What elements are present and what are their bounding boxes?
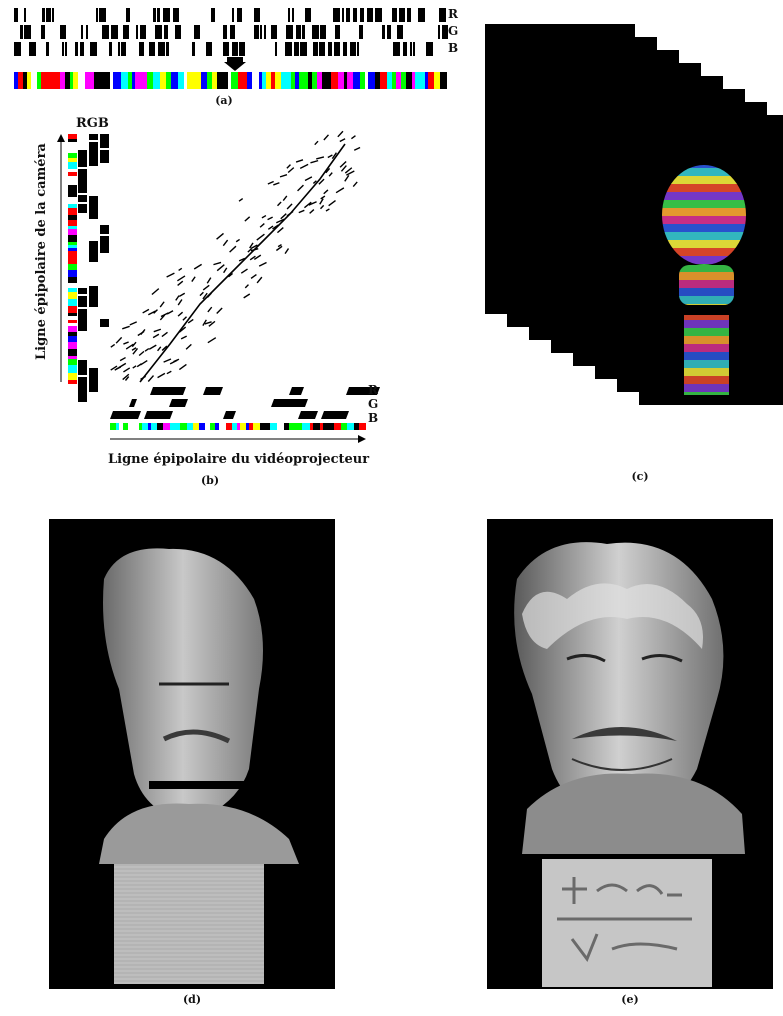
color-stripe-pattern xyxy=(14,72,447,89)
horizontal-binary-bars xyxy=(110,387,380,419)
correspondence-plot xyxy=(110,130,361,383)
caption-c: (c) xyxy=(631,470,649,483)
vertical-binary-bars xyxy=(78,134,109,402)
panel-d: (d) xyxy=(49,519,335,1006)
rgb-label: RGB xyxy=(76,116,109,131)
fine-reconstruction-image xyxy=(514,542,745,987)
caption-d: (d) xyxy=(182,993,202,1006)
channel-label-r-b: R xyxy=(368,383,378,397)
projected-frames-stack xyxy=(485,24,783,405)
panel-a: R G B (a) xyxy=(14,7,464,113)
caption-b: (b) xyxy=(200,474,220,487)
panel-e: (e) xyxy=(487,519,773,1006)
channel-label-r: R xyxy=(448,7,458,21)
channel-label-g-b: G xyxy=(368,397,379,411)
caption-a: (a) xyxy=(215,94,233,107)
y-axis-arrow xyxy=(57,134,65,382)
panel-c: (c) xyxy=(480,24,783,494)
arrow-down-icon xyxy=(224,57,246,71)
channel-label-b: B xyxy=(448,41,459,55)
vertical-color-stripe xyxy=(68,134,77,384)
x-axis-label: Ligne épipolaire du vidéoprojecteur xyxy=(108,452,370,467)
x-axis-arrow xyxy=(110,435,366,443)
binary-code-bars xyxy=(14,8,448,56)
panel-b: RGB Ligne épipolaire de la caméra R G B … xyxy=(30,114,400,494)
channel-label-b-b: B xyxy=(368,411,379,425)
caption-e: (e) xyxy=(621,993,639,1006)
horizontal-color-stripe xyxy=(110,423,366,430)
coarse-reconstruction-image xyxy=(99,548,299,984)
y-axis-label: Ligne épipolaire de la caméra xyxy=(34,143,49,360)
channel-label-g: G xyxy=(448,24,459,38)
